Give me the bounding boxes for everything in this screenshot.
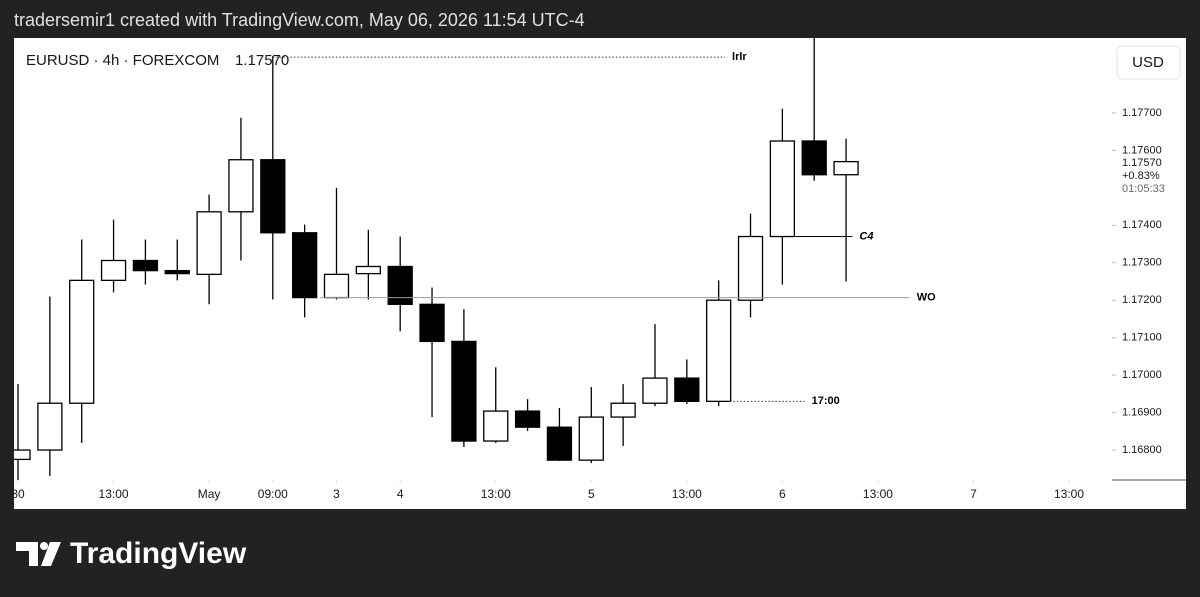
candle-down [291, 232, 318, 299]
currency[interactable]: USD [1132, 54, 1164, 71]
y-tick-label: 1.17700 [1122, 107, 1162, 119]
x-tick-label: 7 [970, 487, 977, 501]
logo-mark [16, 542, 38, 566]
y-tick-label: 1.16800 [1122, 444, 1162, 456]
currency-button[interactable] [1116, 45, 1181, 80]
x-tick-label: 13:00 [672, 487, 702, 501]
x-tick-label: 13:00 [863, 487, 893, 501]
candle-down [419, 303, 445, 343]
candle-up [69, 279, 95, 404]
annotation-label: WO [917, 291, 936, 303]
candle-up [100, 259, 127, 282]
x-tick-label: 09:00 [258, 487, 288, 501]
candle-down [164, 269, 190, 275]
x-tick-label: 13:00 [99, 487, 129, 501]
y-tick-label: 1.16900 [1122, 406, 1162, 418]
x-tick-label: 3 [333, 487, 340, 501]
y-tick-label: 1.17300 [1122, 257, 1162, 269]
x-tick-label: 30 [11, 487, 25, 501]
logo: TradingView [16, 537, 247, 570]
annotation-label: lrlr [732, 51, 747, 63]
y-tick-label: 1.17400 [1122, 219, 1162, 231]
candle-down [546, 426, 573, 461]
x-tick-label: 13:00 [481, 487, 511, 501]
annotation-label: C4 [859, 230, 873, 242]
candle-up [769, 140, 796, 238]
symbol: EURUSD · 4h · FOREXCOM [26, 52, 219, 69]
candle-up [737, 235, 764, 301]
x-tick-label: May [198, 487, 221, 501]
candle-up [642, 377, 668, 404]
candle-up [228, 159, 254, 213]
brand: TradingView [70, 537, 247, 570]
candle-down [451, 340, 477, 442]
plot [14, 38, 859, 480]
y-tick-label: 1.17200 [1122, 294, 1162, 306]
candle-up [37, 402, 63, 451]
candle-up [483, 410, 509, 442]
candle-down [132, 259, 159, 272]
annotation-label: 17:00 [812, 395, 840, 407]
candle-down [674, 377, 700, 402]
candle-up [578, 416, 604, 461]
candle-up [833, 160, 859, 176]
candle-up [706, 299, 732, 402]
y-tick-label: 1.17100 [1122, 332, 1162, 344]
candle-down [514, 410, 541, 428]
change: +0.83% [1122, 170, 1160, 182]
candle-up [323, 273, 350, 299]
y-tick-label: 1.17600 [1122, 144, 1162, 156]
header: tradersemir1 created with TradingView.co… [14, 10, 585, 30]
candle-up [14, 449, 31, 461]
candle-down [387, 265, 413, 305]
candle-up [610, 402, 636, 418]
last-price: 1.17570 [1122, 157, 1162, 169]
candle-up [196, 211, 222, 276]
candle-down [260, 159, 286, 234]
y-tick-label: 1.17000 [1122, 369, 1162, 381]
legend-price: 1.17570 [235, 52, 289, 69]
logo-dot [40, 542, 48, 550]
x-tick-label: 13:00 [1054, 487, 1084, 501]
candle-down [801, 140, 827, 176]
logo-mark [41, 542, 61, 566]
x-tick-label: 4 [397, 487, 404, 501]
x-tick-label: 5 [588, 487, 595, 501]
candle-up [355, 265, 381, 275]
countdown: 01:05:33 [1122, 183, 1165, 195]
x-tick-label: 6 [779, 487, 786, 501]
